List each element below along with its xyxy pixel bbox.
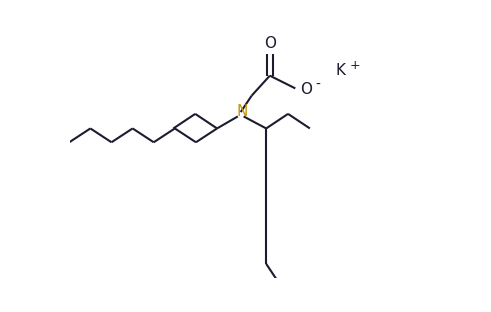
- Text: O: O: [264, 36, 276, 51]
- Text: K: K: [335, 63, 345, 78]
- Text: +: +: [349, 59, 360, 72]
- Text: -: -: [315, 78, 320, 92]
- Text: O: O: [300, 82, 312, 97]
- Text: N: N: [236, 104, 247, 119]
